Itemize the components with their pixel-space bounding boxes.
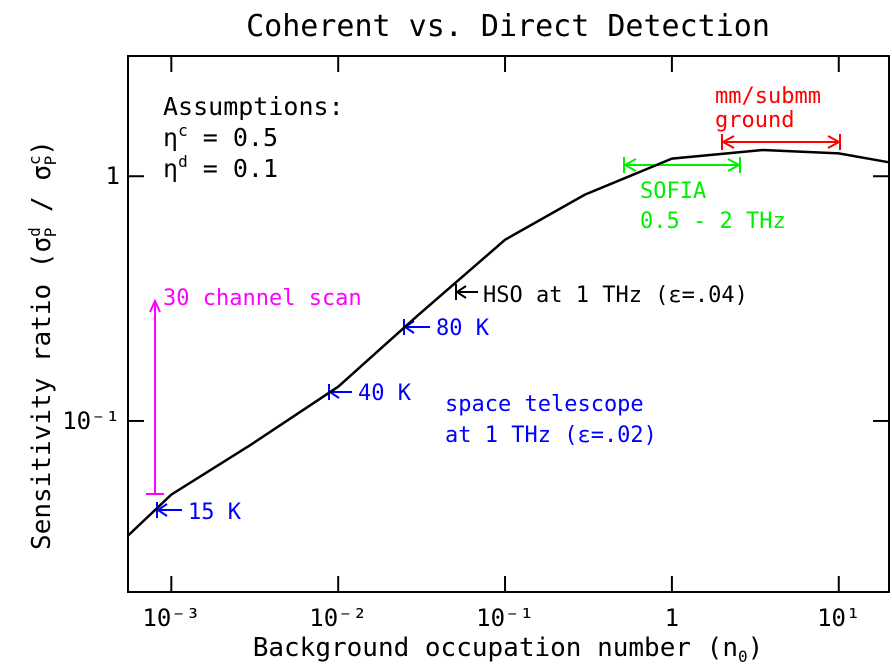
scan-marker: [146, 298, 164, 495]
y-label-part: d: [25, 227, 44, 237]
x-tick-label: 10¹: [817, 604, 860, 632]
data-line: [127, 148, 890, 537]
annotation-part: η: [163, 154, 178, 183]
x-tick-label: 10⁻¹: [476, 604, 534, 632]
annotation-part: c: [178, 121, 188, 140]
annotation-part: η: [163, 123, 178, 152]
annotation-part: = 0.5: [188, 123, 278, 152]
annotation-part: = 0.1: [188, 154, 278, 183]
point-marker: [455, 284, 478, 300]
annotation: SOFIA: [640, 179, 706, 204]
chart-title: Coherent vs. Direct Detection: [246, 9, 770, 44]
annotation: 15 K: [188, 500, 242, 525]
x-tick-label: 1: [665, 604, 679, 632]
x-label-part: Background occupation number (n: [253, 633, 738, 663]
y-tick-label: 1: [106, 162, 120, 190]
annotation: 0.5 - 2 THz: [640, 209, 786, 234]
x-tick-label: 10⁻³: [142, 604, 200, 632]
y-label-part: ): [27, 140, 57, 156]
annotation: space telescope: [445, 392, 644, 417]
annotation: mm/submm: [715, 84, 821, 109]
annotation: ηc = 0.5: [163, 121, 278, 152]
x-label-part: 0: [738, 647, 748, 666]
plot-frame: [127, 55, 890, 593]
x-label-part: ): [748, 633, 764, 663]
y-label-part: / σ: [27, 165, 57, 228]
annotation-part: d: [178, 152, 188, 171]
annotation: ηd = 0.1: [163, 152, 278, 183]
annotation: at 1 THz (ε=.02): [445, 423, 657, 448]
y-label-part: P: [41, 156, 60, 166]
annotation: HSO at 1 THz (ε=.04): [483, 283, 748, 308]
annotation: 30 channel scan: [163, 286, 362, 311]
y-tick-label: 10⁻¹: [62, 407, 120, 435]
annotation: 80 K: [436, 316, 490, 341]
y-label-part: c: [25, 155, 44, 165]
annotation: Assumptions:: [163, 92, 344, 121]
y-label-part: P: [41, 228, 60, 238]
range-marker: [720, 134, 842, 150]
y-label-part: Sensitivity ratio (σ: [27, 237, 57, 550]
y-axis-label: Sensitivity ratio (σdP / σcP): [25, 140, 60, 550]
x-axis-label: Background occupation number (n0): [253, 633, 764, 666]
point-marker: [403, 319, 430, 335]
annotation: 40 K: [358, 381, 412, 406]
annotations: Assumptions: ηc = 0.5 ηd = 0.1 mm/submm …: [146, 84, 842, 525]
x-tick-label: 10⁻²: [309, 604, 367, 632]
range-marker: [622, 157, 742, 173]
point-marker: [156, 502, 182, 518]
annotation: ground: [715, 108, 794, 133]
